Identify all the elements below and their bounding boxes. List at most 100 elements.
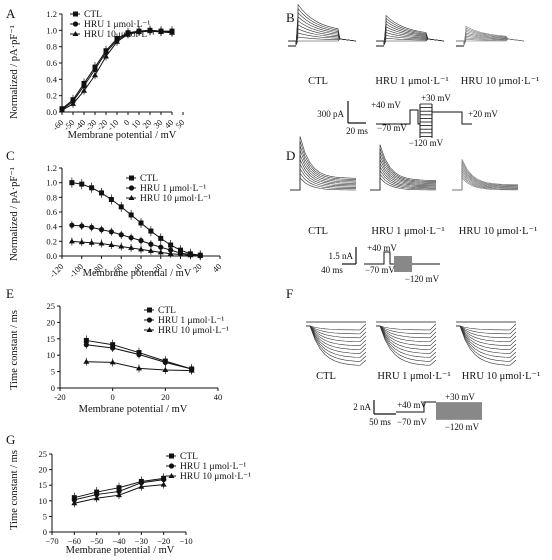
chart-c-legend: CTL HRU 1 μmol·L⁻¹ HRU 10 μmol·L⁻¹ [126,174,211,204]
chart-c-ytick-label: 0.6 [46,207,57,217]
traces-f-scale-y: 2 nA [353,402,371,412]
panel-label-e: E [6,286,14,301]
traces-b-scale-y: 300 pA [317,109,344,119]
protocol-b-top: +30 mV [421,93,451,103]
traces-d [290,136,519,191]
trace-line [456,325,517,366]
chart-c-point-1 [118,232,124,238]
chart-c-xtick-label: 20 [191,261,204,274]
trace-line [288,32,357,46]
chart-c-point-2 [78,239,85,245]
chart-c-point-2 [177,251,184,257]
chart-c-point-2 [167,250,174,256]
chart-e-point-0 [83,337,89,343]
chart-e-legend-hru1: HRU 1 μmol·L⁻¹ [158,316,224,326]
trace-line [306,325,367,358]
protocol-step [394,256,412,272]
chart-e-point-1 [110,345,116,351]
trace-line [306,325,367,350]
chart-c-ytick-label: 0.2 [46,236,57,246]
trace-line [456,325,517,354]
chart-c-legend-ctl: CTL [140,174,158,184]
chart-e-ytick-label: 5 [51,367,55,377]
protocol-step [436,402,482,420]
chart-a: CTL HRU 1 μmol·L⁻¹ HRU 10 μmol·L⁻¹ Membr… [9,9,186,141]
chart-a-legend-hru10: HRU 10 μmol·L⁻¹ [84,30,155,40]
trace-line [376,325,437,350]
chart-c-point-0 [99,190,104,196]
chart-e-ytick-label: 0 [51,383,55,393]
trace-line [306,325,367,335]
trace-line [290,177,357,191]
chart-g-xtick-label: −20 [157,536,170,546]
chart-g-xtick-label: −70 [45,536,58,546]
chart-e-point-1 [83,342,89,348]
traces-d-label-hru10: HRU 10 μmol·L⁻¹ [459,226,537,237]
chart-c-point-0 [128,212,134,218]
chart-a-ytick-label: 0.8 [46,42,57,52]
chart-e: CTL HRU 1 μmol·L⁻¹ HRU 10 μmol·L⁻¹ Membr… [9,301,229,415]
trace-line [376,325,437,335]
chart-c-xtick-label: -120 [47,261,65,279]
trace-line [456,325,517,358]
chart-a-point-2 [158,28,164,34]
traces-b-label-hru10: HRU 10 μmol·L⁻¹ [461,76,539,87]
chart-g-xtick-label: −10 [179,536,192,546]
chart-g-legend-ctl: CTL [180,452,198,462]
chart-e-legend-ctl: CTL [158,306,176,316]
chart-g-legend-hru10: HRU 10 μmol·L⁻¹ [180,472,251,482]
trace-line [376,323,437,331]
trace-line [306,325,367,354]
chart-e-point-1 [136,351,142,358]
trace-line [376,37,445,46]
panel-label-b: B [286,10,295,25]
chart-a-point-2 [59,107,65,113]
chart-e-ytick-label: 25 [47,301,56,311]
chart-c-point-1 [89,224,95,230]
trace-line [452,177,519,191]
trace-line [376,325,437,366]
chart-e-point-2 [109,359,116,365]
chart-c-point-2 [157,249,164,255]
trace-line [456,325,517,350]
protocol-line [364,251,394,265]
chart-g-xlabel: Membrane potential / mV [66,545,175,556]
trace-line [288,3,357,46]
chart-c-ytick-label: 0.8 [46,192,57,202]
panel-label-a: A [6,6,16,21]
protocol-line [376,109,420,125]
chart-g-ytick-label: 10 [39,496,48,506]
chart-g-xtick-label: −60 [68,536,81,546]
chart-c-point-2 [68,238,75,244]
trace-line [288,38,357,46]
traces-f-label-hru1: HRU 1 μmol·L⁻¹ [377,371,450,382]
chart-a-ytick-label: 1.0 [46,25,57,35]
chart-c-ytick-label: 0.4 [46,222,57,232]
chart-g-point-2 [160,481,167,487]
chart-a-legend-hru1: HRU 1 μmol·L⁻¹ [84,20,150,30]
traces-f-label-ctl: CTL [316,371,336,382]
panel-label-c: C [6,148,15,163]
protocol-f-hold1: +40 mV [397,400,427,410]
chart-e-xtick-label: 0 [111,392,115,402]
protocol-f-hold2: −70 mV [397,417,427,427]
chart-a-point-2 [81,87,87,93]
chart-c-ylabel: Normalized / pA·pF⁻¹ [9,167,20,261]
chart-c-point-0 [89,185,95,191]
trace-line [452,159,519,191]
panel-label-f: F [286,286,293,301]
trace-line [306,325,367,366]
trace-line [376,325,437,343]
chart-a-xtick-label: 0 [121,117,131,127]
chart-g-point-2 [71,500,78,506]
trace-line [376,325,437,346]
trace-line [370,177,437,191]
chart-e-legend: CTL HRU 1 μmol·L⁻¹ HRU 10 μmol·L⁻¹ [144,306,229,336]
chart-c-point-1 [108,229,114,235]
chart-a-point-2 [169,29,175,35]
chart-a-ylabel: Normalized / pA·pF⁻¹ [9,25,20,119]
chart-c-point-0 [69,180,75,186]
chart-g: CTL HRU 1 μmol·L⁻¹ HRU 10 μmol·L⁻¹ Membr… [9,449,251,556]
chart-a-point-2 [147,28,153,34]
